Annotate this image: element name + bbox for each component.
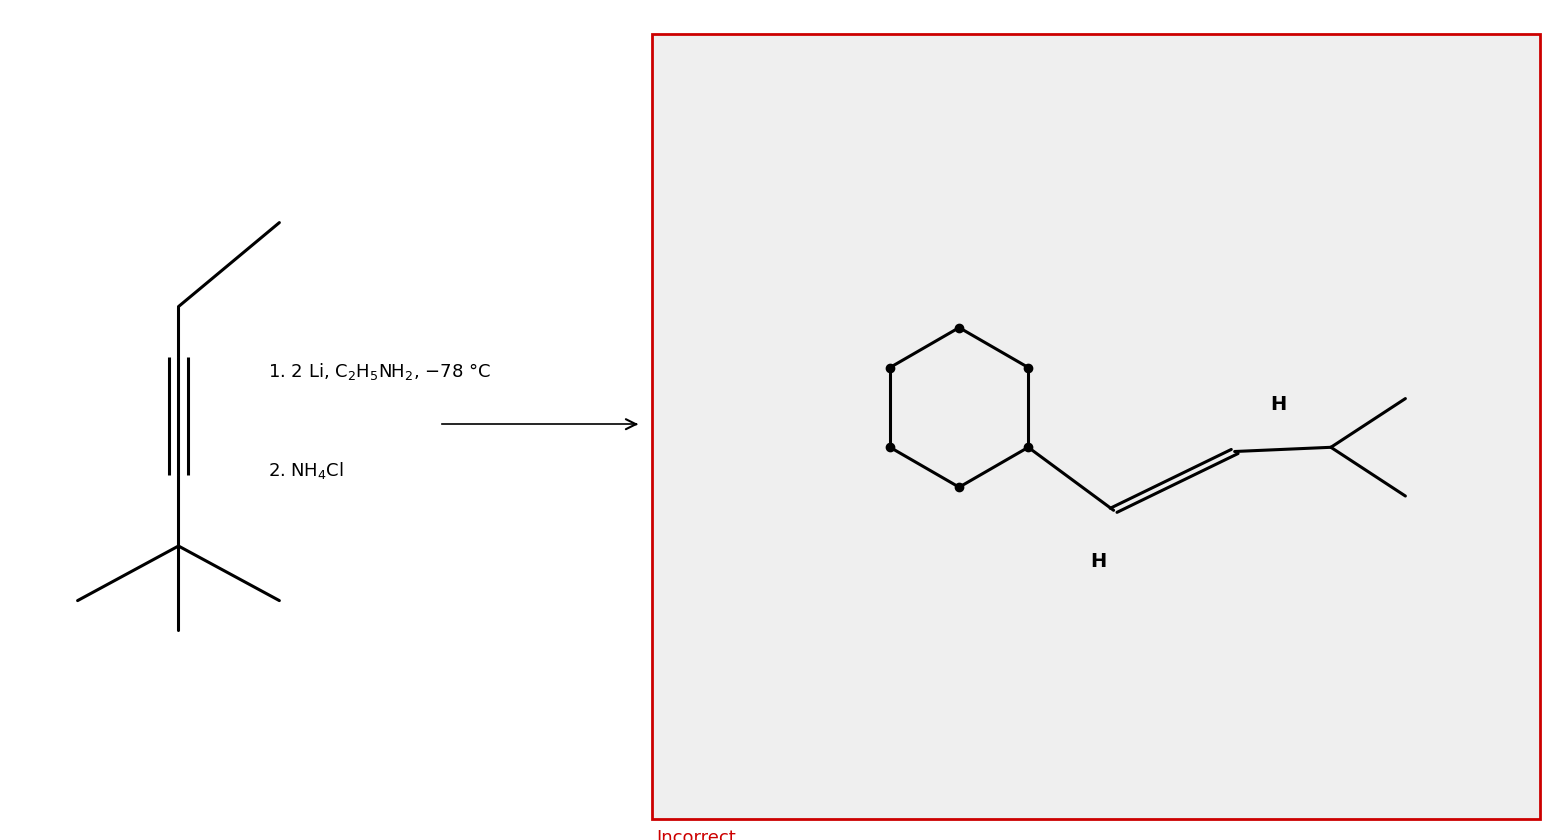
FancyBboxPatch shape [652, 34, 1540, 819]
Text: Incorrect: Incorrect [656, 828, 736, 840]
Text: 2. NH$_4$Cl: 2. NH$_4$Cl [268, 460, 345, 481]
Text: H: H [1090, 553, 1107, 571]
Text: H: H [1270, 395, 1287, 413]
Text: 1. 2 Li, C$_2$H$_5$NH$_2$, −78 °C: 1. 2 Li, C$_2$H$_5$NH$_2$, −78 °C [268, 361, 492, 382]
